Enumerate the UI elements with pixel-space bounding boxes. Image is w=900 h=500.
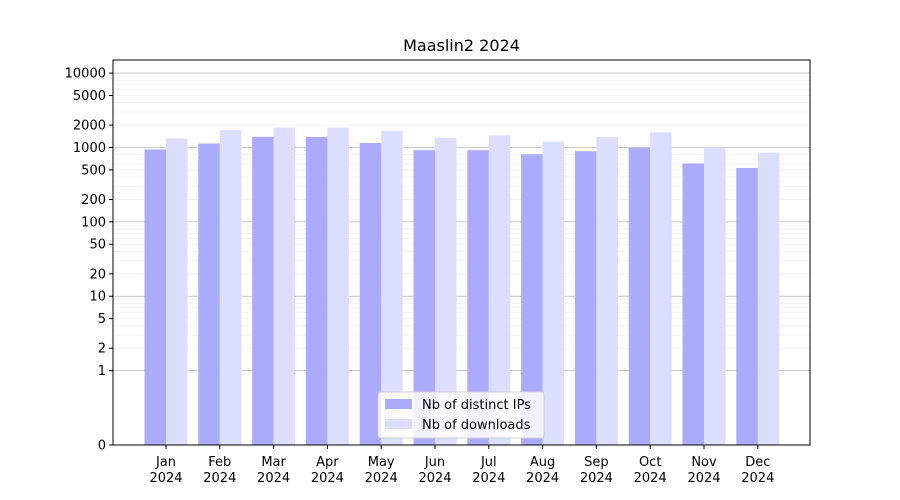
x-tick-label-year: 2024 — [526, 471, 559, 486]
bar-distinct-ips — [305, 137, 328, 446]
x-tick-label-month: Feb — [208, 455, 231, 470]
y-tick-label: 2 — [98, 342, 106, 357]
y-tick-label: 500 — [81, 163, 106, 178]
bar-distinct-ips — [682, 163, 704, 445]
y-tick-label: 10 — [89, 290, 106, 305]
y-tick-label: 0 — [98, 439, 106, 454]
x-tick-label-year: 2024 — [687, 471, 720, 486]
bar-downloads — [273, 127, 296, 446]
bar-downloads — [435, 137, 457, 445]
legend-label-downloads: Nb of downloads — [422, 418, 531, 433]
y-tick-label: 2000 — [73, 119, 106, 134]
x-tick-label-year: 2024 — [203, 471, 236, 486]
plot-frame — [112, 59, 811, 446]
legend-box — [377, 391, 545, 439]
chart-title: Maaslin2 2024 — [403, 36, 520, 55]
x-tick-label-month: Dec — [745, 455, 770, 470]
bar-downloads — [488, 135, 511, 446]
x-tick-label-year: 2024 — [634, 471, 667, 486]
bar-downloads — [650, 132, 672, 445]
x-tick-label-month: Aug — [530, 455, 555, 470]
y-tick-label: 1 — [98, 364, 106, 379]
x-tick-label-year: 2024 — [311, 471, 344, 486]
bar-downloads — [166, 138, 188, 445]
bar-distinct-ips — [413, 150, 435, 445]
bar-distinct-ips — [574, 151, 597, 445]
y-tick-label: 1000 — [73, 141, 106, 156]
bar-distinct-ips — [521, 154, 543, 445]
bar-distinct-ips — [467, 150, 489, 445]
bar-distinct-ips — [359, 142, 382, 445]
x-tick-label-month: Oct — [639, 455, 661, 470]
y-tick-label: 10000 — [65, 67, 106, 82]
x-tick-label-year: 2024 — [741, 471, 774, 486]
bar-distinct-ips — [144, 149, 166, 445]
bar-distinct-ips — [736, 167, 758, 445]
bar-downloads — [596, 137, 618, 446]
bar-distinct-ips — [198, 143, 220, 445]
bar-downloads — [219, 130, 242, 446]
x-tick-label-month: Sep — [584, 455, 609, 470]
x-tick-label-month: Nov — [691, 455, 717, 470]
bar-downloads — [542, 141, 565, 445]
x-axis: Jan2024Feb2024Mar2024Apr2024May2024Jun20… — [149, 445, 774, 486]
x-tick-label-year: 2024 — [257, 471, 290, 486]
x-tick-label-year: 2024 — [580, 471, 613, 486]
legend-label-distinct-ips: Nb of distinct IPs — [422, 398, 531, 413]
x-tick-label-month: Mar — [261, 455, 286, 470]
x-tick-label-year: 2024 — [149, 471, 182, 486]
x-tick-label-month: Jan — [155, 455, 176, 470]
y-tick-label: 20 — [89, 267, 106, 282]
x-tick-label-month: Jun — [424, 455, 445, 470]
x-tick-label-year: 2024 — [365, 471, 398, 486]
bars — [144, 127, 780, 446]
bar-downloads — [327, 127, 349, 446]
bar-distinct-ips — [628, 147, 651, 445]
legend: Nb of distinct IPs Nb of downloads — [377, 391, 545, 439]
x-tick-label-month: May — [368, 455, 395, 470]
x-tick-label-year: 2024 — [472, 471, 505, 486]
x-tick-label-month: Jul — [480, 455, 497, 470]
bar-distinct-ips — [252, 136, 274, 445]
legend-swatch-distinct-ips — [385, 399, 412, 409]
x-tick-label-year: 2024 — [418, 471, 451, 486]
y-tick-label: 100 — [81, 215, 106, 230]
legend-swatch-downloads — [385, 419, 412, 429]
y-tick-label: 5 — [98, 312, 106, 327]
y-tick-label: 50 — [89, 238, 106, 253]
bar-downloads — [704, 147, 726, 445]
y-tick-label: 200 — [81, 193, 106, 208]
y-axis: 0 1 2 5 10 20 50 100 200 500 1000 2000 5000 10000 — [65, 67, 113, 454]
bar-downloads — [757, 152, 780, 446]
y-tick-label: 5000 — [73, 89, 106, 104]
bar-downloads — [381, 130, 403, 445]
x-tick-label-month: Apr — [316, 455, 339, 470]
